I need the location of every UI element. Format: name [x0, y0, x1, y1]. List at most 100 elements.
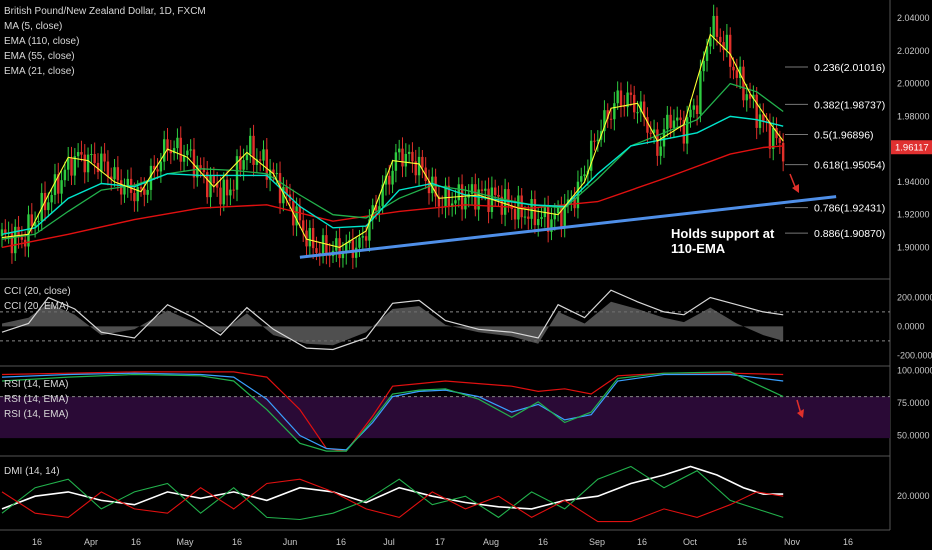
candle-body — [646, 117, 649, 133]
candle-body — [775, 128, 778, 139]
legend-ema21: EMA (21, close) — [4, 66, 75, 77]
candle-body — [616, 90, 619, 104]
candle-body — [311, 228, 315, 249]
legend-dmi: DMI (14, 14) — [4, 466, 60, 477]
candle-body — [589, 140, 593, 171]
candle-body — [659, 146, 662, 156]
cci-ema-area — [2, 301, 784, 346]
time-axis-label: Jul — [383, 537, 395, 547]
candle-body — [705, 46, 709, 61]
candle-body — [689, 109, 692, 118]
candle-body — [563, 205, 566, 227]
candle-body — [450, 203, 454, 207]
candle-body — [573, 197, 576, 209]
candle-body — [166, 139, 169, 151]
candle-body — [335, 238, 338, 251]
rsi-tick-label: 75.0000 — [897, 398, 930, 408]
candle-body — [672, 120, 676, 128]
candle-body — [722, 42, 725, 50]
ma5-line — [1, 33, 784, 248]
candle-body — [414, 161, 417, 176]
price-tick-label: 1.90000 — [897, 242, 930, 252]
price-tick-label: 1.94000 — [897, 177, 930, 187]
time-axis-label: Apr — [84, 537, 98, 547]
candle-body — [537, 218, 540, 226]
candle-body — [411, 151, 414, 162]
candle-body — [464, 197, 467, 210]
candle-body — [275, 173, 278, 175]
candle-body — [732, 66, 735, 71]
candle-body — [500, 196, 504, 215]
candle-body — [232, 189, 235, 191]
candle-body — [113, 167, 116, 180]
price-legend: British Pound/New Zealand Dollar, 1D, FX… — [4, 4, 206, 79]
fib-level-label: 0.236(2.01016) — [814, 62, 885, 74]
rsi-series-line-1 — [1, 371, 784, 452]
candle-body — [252, 135, 255, 165]
candle-body — [100, 153, 103, 173]
candle-body — [444, 185, 447, 207]
candle-body — [10, 233, 14, 254]
ema21-line — [1, 115, 784, 235]
candle-body — [692, 105, 695, 110]
candle-body — [550, 219, 553, 232]
annotation-text-line2: 110-EMA — [671, 241, 726, 256]
candle-body — [778, 138, 782, 143]
cci-legend: CCI (20, close) CCI (20, EMA) — [4, 284, 71, 314]
candle-body — [63, 169, 67, 181]
candle-body — [606, 110, 609, 119]
time-axis-label: 16 — [32, 537, 42, 547]
candle-body — [20, 237, 24, 240]
candle-body — [762, 114, 765, 122]
candle-body — [381, 184, 384, 207]
candle-body — [345, 243, 348, 254]
candle-body — [37, 220, 40, 223]
candle-body — [245, 154, 249, 161]
price-tick-label: 1.98000 — [897, 111, 930, 121]
legend-rsi-3: RSI (14, EMA) — [4, 409, 69, 420]
time-axis-label: Aug — [483, 537, 499, 547]
candle-body — [153, 165, 156, 170]
candle-body — [391, 170, 394, 185]
candle-body — [781, 142, 785, 162]
fib-level-label: 0.786(1.92431) — [814, 203, 885, 215]
cci-tick-label: 200.0000 — [897, 292, 932, 302]
candle-body — [725, 34, 729, 50]
candle-body — [596, 139, 599, 141]
candle-body — [470, 184, 474, 194]
candle-body — [404, 153, 408, 167]
fib-level-label: 0.618(1.95054) — [814, 160, 885, 172]
candle-body — [285, 186, 288, 195]
candle-body — [242, 160, 245, 170]
candle-body — [523, 216, 527, 218]
candle-body — [4, 229, 7, 234]
candle-body — [580, 176, 583, 182]
candle-body — [96, 162, 100, 173]
candle-body — [407, 151, 411, 154]
rsi-series-line-3 — [1, 371, 784, 452]
ema110-line — [1, 145, 784, 249]
candle-body — [90, 154, 93, 156]
candle-body — [249, 135, 252, 155]
candle-body — [341, 253, 345, 259]
candle-body — [182, 155, 186, 162]
candle-body — [421, 156, 424, 168]
candle-body — [268, 169, 272, 180]
candle-body — [748, 94, 752, 99]
candle-body — [437, 196, 441, 207]
rsi-legend: RSI (14, EMA) RSI (14, EMA) RSI (14, EMA… — [4, 377, 68, 422]
candle-body — [196, 165, 199, 178]
candle-body — [702, 60, 705, 72]
candle-body — [47, 202, 50, 211]
candle-body — [0, 229, 4, 236]
candle-body — [520, 195, 523, 218]
candle-body — [685, 117, 689, 144]
candle-body — [215, 183, 219, 188]
current-price-tag — [891, 140, 932, 155]
dmi-series-line-3 — [1, 478, 784, 523]
candle-body — [17, 226, 20, 238]
time-axis-label: 16 — [637, 537, 647, 547]
candle-body — [642, 101, 646, 118]
candle-body — [156, 169, 159, 172]
